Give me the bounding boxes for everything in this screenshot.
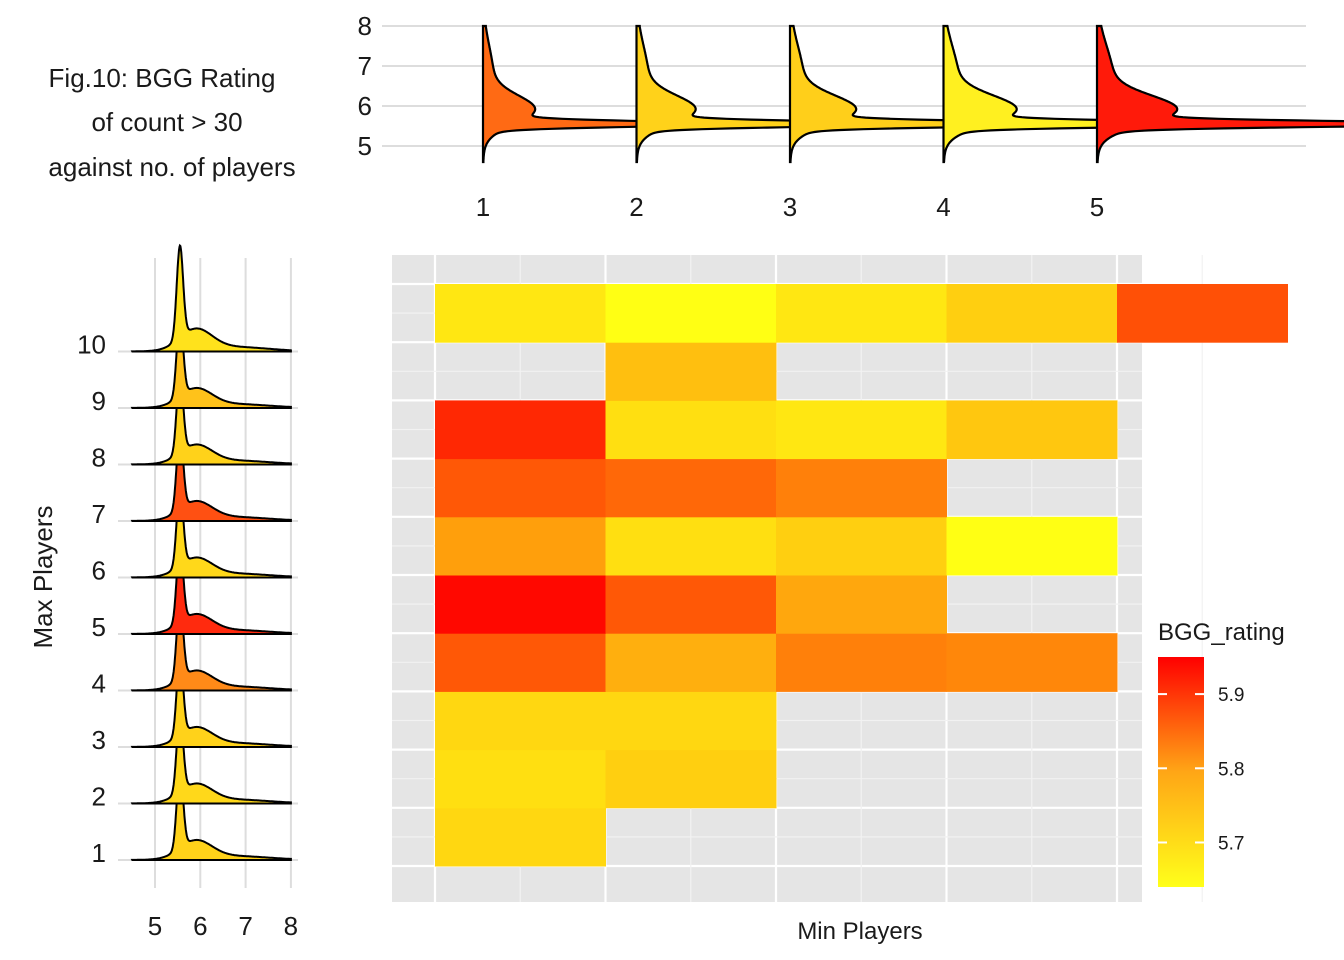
- left-x-tick-6: 6: [193, 911, 207, 941]
- left-density-2: [130, 709, 292, 805]
- heatmap-cell-min2-max4: [605, 633, 777, 692]
- left-y-tick-1: 1: [92, 838, 106, 868]
- heatmap-cell-min3-max6: [776, 516, 947, 576]
- title-line-2: of count > 30: [91, 107, 242, 137]
- heatmap-cell-min3-max8: [776, 400, 947, 460]
- left-y-tick-10: 10: [77, 330, 106, 360]
- legend-tick-label-5.7: 5.7: [1218, 833, 1244, 854]
- left-density-3: [130, 653, 292, 748]
- heatmap-cell-min4-max10: [946, 284, 1118, 343]
- left-density-10: [130, 243, 292, 353]
- left-density-8: [130, 370, 292, 466]
- left-density-6: [130, 483, 292, 579]
- left-y-tick-5: 5: [92, 612, 106, 642]
- left-y-tick-4: 4: [92, 669, 106, 699]
- heatmap-cell-min1-max8: [435, 400, 606, 460]
- left-y-tick-6: 6: [92, 556, 106, 586]
- heatmap-cell-min1-max5: [435, 575, 606, 634]
- top-density-2: [635, 24, 909, 164]
- heatmap-cell-min1-max10: [435, 284, 606, 343]
- heatmap-cell-min1-max4: [435, 633, 606, 692]
- heatmap-cell-min1-max7: [435, 458, 606, 518]
- heatmap-cell-min2-max5: [605, 575, 777, 634]
- top-x-tick-2: 2: [629, 192, 643, 222]
- heatmap-cell-min1-max6: [435, 516, 606, 576]
- top-y-tick-8: 8: [358, 11, 372, 41]
- legend-tick-label-5.9: 5.9: [1218, 685, 1244, 706]
- left-density-1: [130, 766, 292, 861]
- top-density-5: [1095, 24, 1344, 164]
- left-y-tick-7: 7: [92, 499, 106, 529]
- heatmap-cell-min4-max6: [946, 516, 1118, 576]
- heatmap-cell-min2-max7: [605, 458, 777, 518]
- heatmap-cell-min2-max3: [605, 691, 777, 751]
- figure-title: Fig.10: BGG Rating of count > 30 against…: [48, 63, 295, 182]
- heatmap-cell-min4-max4: [946, 633, 1118, 692]
- heatmap-cell-min2-max2: [605, 749, 777, 809]
- heatmap-cell-min2-max9: [605, 342, 777, 401]
- heatmap-cell-min2-max6: [605, 516, 777, 576]
- color-legend: BGG_rating 5.7 5.8 5.9: [1158, 619, 1285, 887]
- top-x-tick-3: 3: [783, 192, 797, 222]
- heatmap-cell-min5-max10: [1117, 284, 1288, 343]
- legend-tick-label-5.8: 5.8: [1218, 759, 1244, 780]
- left-x-tick-5: 5: [148, 911, 162, 941]
- legend-title: BGG_rating: [1158, 619, 1285, 646]
- top-y-tick-5: 5: [358, 131, 372, 161]
- heatmap-cell-min3-max7: [776, 458, 947, 518]
- top-y-tick-6: 6: [358, 91, 372, 121]
- left-x-tick-8: 8: [284, 911, 298, 941]
- heatmap-cell-min2-max10: [605, 284, 777, 343]
- top-x-tick-5: 5: [1090, 192, 1104, 222]
- top-x-tick-4: 4: [936, 192, 950, 222]
- top-y-tick-7: 7: [358, 51, 372, 81]
- heatmap-cell-min3-max4: [776, 633, 947, 692]
- left-y-tick-2: 2: [92, 782, 106, 812]
- left-density-5: [130, 540, 292, 635]
- top-density-1: [481, 24, 723, 164]
- heatmap-cell-min1-max2: [435, 749, 606, 809]
- left-x-tick-7: 7: [238, 911, 252, 941]
- left-y-tick-9: 9: [92, 386, 106, 416]
- heatmap-cell-min3-max5: [776, 575, 947, 634]
- top-density-3: [788, 24, 1095, 164]
- heatmap-cell-min3-max10: [776, 284, 947, 343]
- left-density-4: [130, 596, 292, 692]
- left-y-tick-8: 8: [92, 443, 106, 473]
- left-y-tick-3: 3: [92, 725, 106, 755]
- heatmap-cell-min2-max8: [605, 400, 777, 460]
- legend-colorbar: [1158, 657, 1204, 887]
- top-ridgeline-panel: 5 6 7 8 1 2 3 4 5: [358, 11, 1344, 222]
- heatmap-cell-min4-max8: [946, 400, 1118, 460]
- heatmap-panel: [392, 255, 1289, 902]
- left-y-axis-label: Max Players: [28, 505, 58, 648]
- left-density-7: [130, 427, 292, 522]
- title-line-1: Fig.10: BGG Rating: [49, 63, 276, 93]
- top-x-tick-1: 1: [476, 192, 490, 222]
- top-density-4: [942, 24, 1280, 164]
- heatmap-cell-min1-max3: [435, 691, 606, 751]
- heatmap-x-axis-label: Min Players: [797, 918, 922, 945]
- title-line-3: against no. of players: [48, 152, 295, 182]
- heatmap-cell-min1-max1: [435, 807, 606, 867]
- left-density-9: [130, 314, 292, 409]
- left-ridgeline-panel: 5 6 7 8 1 2 3 4 5 6 7 8 9 10: [77, 243, 298, 941]
